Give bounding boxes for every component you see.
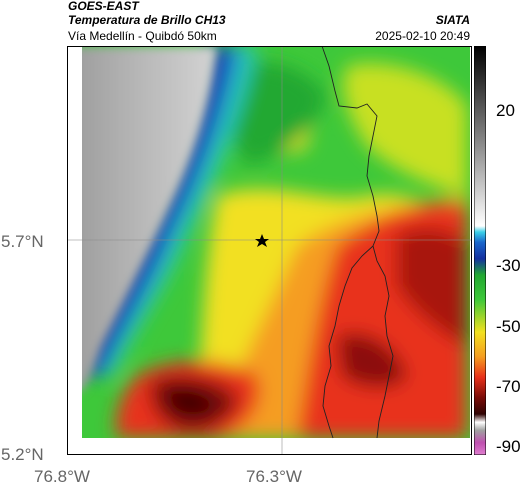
brightness-temperature-map[interactable] bbox=[67, 46, 472, 455]
border-line bbox=[321, 46, 394, 439]
region-subtitle: Vía Medellín - Quibdó 50km bbox=[68, 29, 217, 43]
source-title: GOES-EAST bbox=[68, 0, 139, 13]
lat-tick-label: 5.7°N bbox=[1, 232, 44, 251]
map-frame-border bbox=[67, 46, 472, 455]
colorbar-tick-label: -50 bbox=[496, 317, 521, 336]
land-surface bbox=[82, 46, 217, 391]
map-panel[interactable] bbox=[67, 46, 472, 455]
star-icon[interactable] bbox=[255, 234, 269, 247]
temperature-field bbox=[82, 46, 467, 438]
lon-tick-label: 76.3°W bbox=[246, 467, 302, 486]
lon-tick-label: 76.8°W bbox=[34, 467, 90, 486]
lat-tick-label: 5.2°N bbox=[1, 445, 44, 464]
organization-label: SIATA bbox=[435, 13, 470, 27]
product-title: Temperatura de Brillo CH13 bbox=[68, 13, 226, 27]
colorbar-tick-label: -30 bbox=[496, 256, 521, 275]
colorbar-tick-label: -70 bbox=[496, 377, 521, 396]
border-line-2 bbox=[322, 245, 374, 439]
colorbar-tick-label: 20 bbox=[496, 101, 515, 120]
colorbar bbox=[474, 46, 486, 455]
colorbar-tick-label: -90 bbox=[496, 437, 521, 456]
timestamp-label: 2025-02-10 20:49 bbox=[375, 29, 470, 43]
